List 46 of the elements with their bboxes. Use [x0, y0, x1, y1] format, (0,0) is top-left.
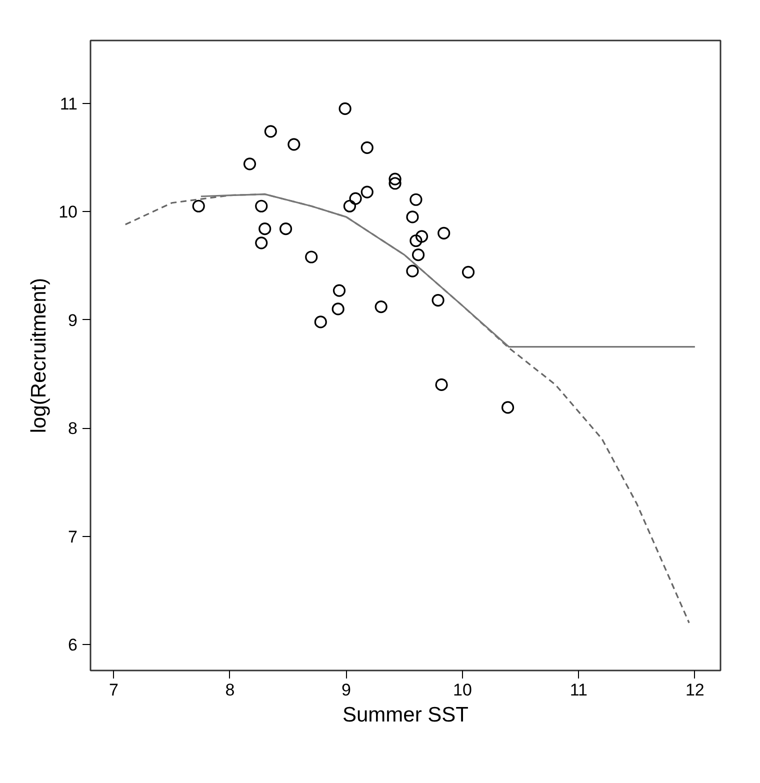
- point: [388, 177, 402, 190]
- y-tick-label: 8: [68, 419, 78, 438]
- point: [406, 264, 419, 278]
- point: [406, 210, 419, 224]
- point: [438, 226, 450, 240]
- point: [462, 266, 475, 278]
- point: [388, 172, 402, 186]
- y-tick-label: 7: [68, 527, 78, 546]
- point: [410, 234, 422, 248]
- point: [279, 222, 292, 236]
- y-tick-label: 9: [68, 310, 78, 330]
- x-tick-label: 8: [225, 680, 235, 700]
- y-tick-label: 11: [60, 94, 78, 114]
- point: [332, 302, 344, 316]
- point: [258, 222, 272, 236]
- point: [360, 141, 374, 154]
- y-tick-label: 6: [68, 636, 78, 655]
- point: [415, 230, 428, 243]
- point: [338, 102, 352, 115]
- y-tick-label: 10: [58, 202, 78, 222]
- point: [343, 200, 356, 212]
- point: [314, 316, 327, 328]
- y-axis-title: log(Recruitment): [28, 278, 51, 434]
- point: [435, 378, 448, 392]
- x-tick-label: 10: [453, 680, 472, 700]
- point: [432, 294, 444, 307]
- point: [410, 193, 422, 206]
- point: [305, 250, 318, 264]
- point: [264, 125, 277, 138]
- x-tick-label: 7: [109, 680, 118, 700]
- point: [288, 138, 300, 151]
- point: [255, 200, 268, 212]
- point: [243, 158, 256, 170]
- point: [501, 401, 514, 414]
- point: [360, 186, 374, 198]
- x-tick-label: 12: [685, 680, 704, 700]
- x-tick-label: 9: [341, 680, 351, 700]
- point: [374, 300, 388, 314]
- x-tick-label: 11: [570, 680, 588, 700]
- point: [412, 248, 425, 262]
- line-series: [200, 193, 696, 348]
- point: [192, 200, 205, 212]
- x-axis-title: Summer SST: [342, 704, 469, 726]
- point: [255, 236, 268, 250]
- point: [332, 284, 346, 297]
- point: [349, 192, 362, 205]
